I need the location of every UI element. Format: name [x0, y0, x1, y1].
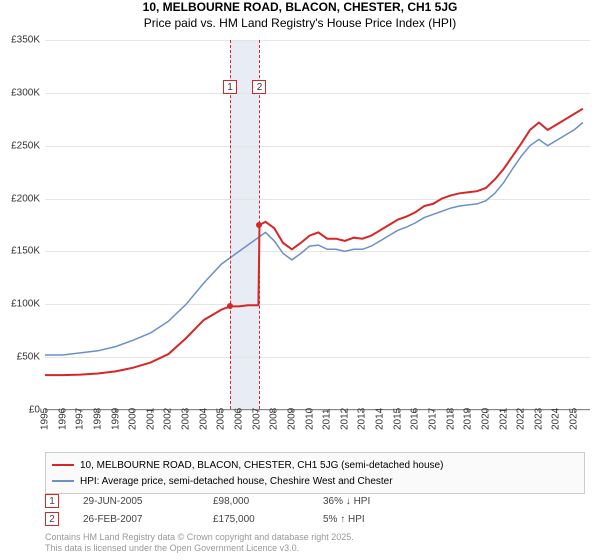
legend-label-hpi: HPI: Average price, semi-detached house,… — [80, 476, 393, 487]
x-tick-label: 2004 — [198, 408, 209, 430]
marker-point-1 — [227, 303, 233, 309]
line-hpi — [45, 123, 583, 356]
x-tick-label: 2002 — [163, 408, 174, 430]
x-tick-label: 2000 — [128, 408, 139, 430]
legend-row-property: 10, MELBOURNE ROAD, BLACON, CHESTER, CH1… — [52, 457, 578, 473]
x-tick-label: 2025 — [569, 408, 580, 430]
chart-lines-svg — [45, 40, 590, 409]
y-tick-label: £0 — [0, 405, 40, 416]
x-tick-label: 2021 — [498, 408, 509, 430]
annotation-date-2: 26-FEB-2007 — [83, 514, 213, 525]
x-tick-label: 1997 — [75, 408, 86, 430]
x-tick-label: 2022 — [516, 408, 527, 430]
x-tick-label: 2005 — [216, 408, 227, 430]
annotation-marker-2: 2 — [45, 512, 59, 526]
x-tick-label: 2023 — [533, 408, 544, 430]
x-tick-label: 2024 — [551, 408, 562, 430]
x-tick-label: 2006 — [234, 408, 245, 430]
annotation-price-1: £98,000 — [213, 496, 323, 507]
y-tick-label: £200K — [0, 193, 40, 204]
annotation-row-1: 1 29-JUN-2005 £98,000 36% ↓ HPI — [45, 492, 585, 510]
marker-point-2 — [256, 222, 262, 228]
x-tick-label: 2016 — [410, 408, 421, 430]
x-tick-label: 2010 — [304, 408, 315, 430]
y-tick-label: £250K — [0, 140, 40, 151]
annotation-marker-1: 1 — [45, 494, 59, 508]
x-tick-label: 2013 — [357, 408, 368, 430]
x-tick-label: 1999 — [110, 408, 121, 430]
x-tick-label: 1995 — [40, 408, 51, 430]
marker-box-2: 2 — [252, 80, 266, 94]
annotation-price-2: £175,000 — [213, 514, 323, 525]
legend-row-hpi: HPI: Average price, semi-detached house,… — [52, 473, 578, 489]
x-tick-label: 2007 — [251, 408, 262, 430]
x-tick-label: 2014 — [375, 408, 386, 430]
legend-swatch-property — [52, 464, 74, 466]
chart-plot-area: £0£50K£100K£150K£200K£250K£300K£350K 199… — [45, 40, 590, 410]
annotation-date-1: 29-JUN-2005 — [83, 496, 213, 507]
chart-title-1: 10, MELBOURNE ROAD, BLACON, CHESTER, CH1… — [0, 0, 600, 14]
x-tick-label: 2012 — [339, 408, 350, 430]
y-tick-label: £150K — [0, 246, 40, 257]
annotation-pct-1: 36% ↓ HPI — [323, 496, 423, 507]
x-tick-label: 2001 — [145, 408, 156, 430]
chart-legend: 10, MELBOURNE ROAD, BLACON, CHESTER, CH1… — [45, 452, 585, 494]
x-tick-label: 2018 — [445, 408, 456, 430]
x-tick-label: 2019 — [463, 408, 474, 430]
marker-box-1: 1 — [223, 80, 237, 94]
y-tick-label: £100K — [0, 299, 40, 310]
chart-title-2: Price paid vs. HM Land Registry's House … — [0, 16, 600, 30]
line-property — [45, 109, 583, 375]
x-tick-label: 2015 — [392, 408, 403, 430]
footnote-line-2: This data is licensed under the Open Gov… — [45, 543, 299, 553]
x-tick-label: 1996 — [57, 408, 68, 430]
legend-label-property: 10, MELBOURNE ROAD, BLACON, CHESTER, CH1… — [80, 460, 443, 471]
legend-swatch-hpi — [52, 480, 74, 482]
x-tick-label: 2017 — [428, 408, 439, 430]
x-tick-label: 2009 — [286, 408, 297, 430]
footnote: Contains HM Land Registry data © Crown c… — [45, 532, 585, 555]
y-tick-label: £300K — [0, 87, 40, 98]
x-tick-label: 2020 — [480, 408, 491, 430]
marker-line — [230, 40, 231, 409]
footnote-line-1: Contains HM Land Registry data © Crown c… — [45, 532, 354, 542]
annotation-row-2: 2 26-FEB-2007 £175,000 5% ↑ HPI — [45, 510, 585, 528]
x-tick-label: 1998 — [92, 408, 103, 430]
x-tick-label: 2008 — [269, 408, 280, 430]
y-tick-label: £350K — [0, 35, 40, 46]
x-tick-label: 2011 — [322, 408, 333, 430]
y-tick-label: £50K — [0, 352, 40, 363]
x-tick-label: 2003 — [181, 408, 192, 430]
annotations-table: 1 29-JUN-2005 £98,000 36% ↓ HPI 2 26-FEB… — [45, 492, 585, 528]
annotation-pct-2: 5% ↑ HPI — [323, 514, 423, 525]
